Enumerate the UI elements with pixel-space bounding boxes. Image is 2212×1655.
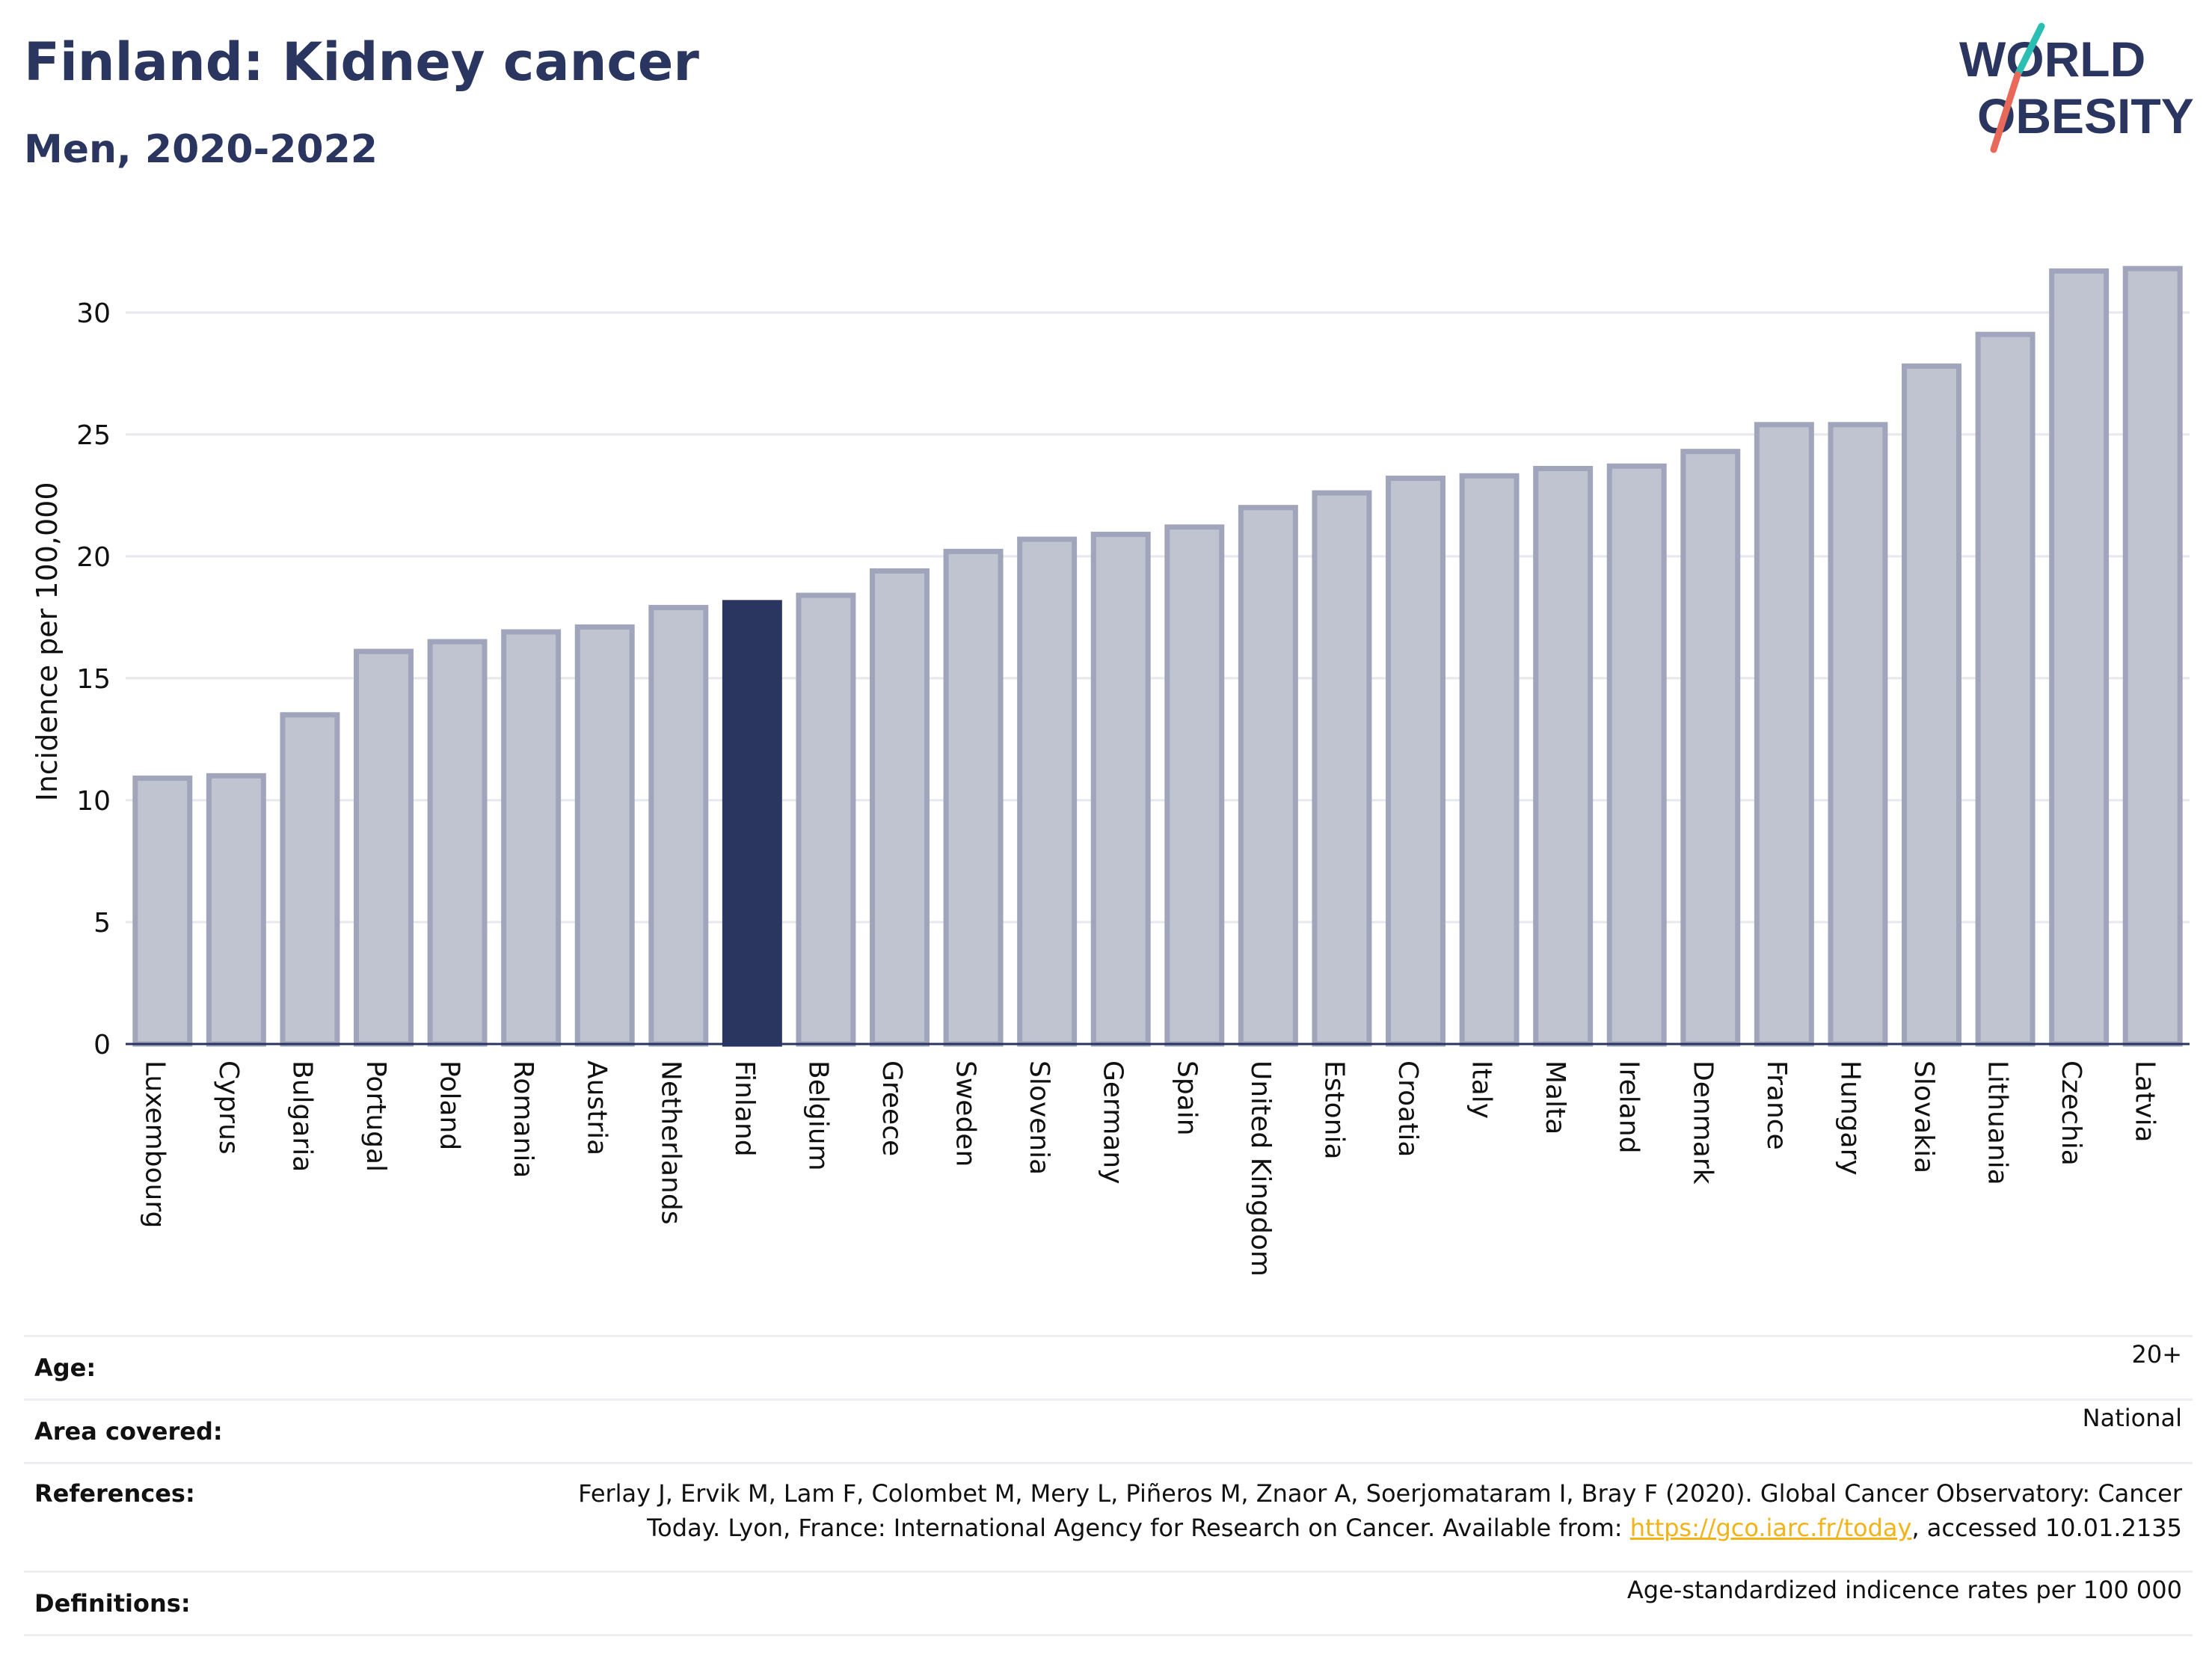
area-label: Area covered: bbox=[34, 1417, 223, 1446]
meta-row-references: References: Ferlay J, Ervik M, Lam F, Co… bbox=[24, 1463, 2193, 1572]
logo-slash-bottom bbox=[1990, 71, 2021, 153]
x-tick-label: United Kingdom bbox=[1245, 1060, 1276, 1277]
x-tick-label: Luxembourg bbox=[139, 1060, 170, 1228]
x-tick-label: Lithuania bbox=[1982, 1060, 2013, 1185]
references-value: Ferlay J, Ervik M, Lam F, Colombet M, Me… bbox=[494, 1464, 2193, 1572]
bar-latvia bbox=[2122, 265, 2183, 1047]
x-tick-labels: Luxembourg Cyprus Bulgaria Portugal Poland Ro… bbox=[139, 1060, 2160, 1277]
world-obesity-logo: WORLD OBESITY bbox=[1959, 22, 2194, 153]
x-tick-label: Spain bbox=[1171, 1060, 1202, 1136]
references-link[interactable]: https://gco.iarc.fr/today bbox=[1629, 1514, 1912, 1542]
y-tick-label: 20 bbox=[76, 542, 111, 573]
y-axis-label: Incidence per 100,000 bbox=[31, 482, 64, 801]
metadata-table: Age: 20+ Area covered: National Referenc… bbox=[24, 1335, 2193, 1636]
meta-row-age: Age: 20+ bbox=[24, 1336, 2193, 1400]
bar-cyprus bbox=[206, 773, 266, 1047]
y-tick-labels: 0 5 10 15 20 25 30 bbox=[76, 298, 111, 1060]
bar-denmark bbox=[1680, 449, 1741, 1047]
x-tick-label: Denmark bbox=[1687, 1060, 1718, 1185]
references-line2: Today. Lyon, France: International Agenc… bbox=[647, 1514, 1630, 1542]
x-tick-label: Slovakia bbox=[1908, 1060, 1939, 1173]
y-tick-label: 15 bbox=[76, 664, 111, 695]
x-tick-label: Slovenia bbox=[1024, 1060, 1054, 1175]
x-tick-label: Belgium bbox=[802, 1060, 833, 1171]
bars bbox=[132, 265, 2183, 1047]
bar-poland bbox=[427, 639, 488, 1047]
y-tick-label: 0 bbox=[93, 1030, 111, 1060]
logo-slash-top bbox=[2014, 22, 2045, 79]
x-tick-label: Czechia bbox=[2056, 1060, 2086, 1166]
x-tick-label: Greece bbox=[876, 1060, 907, 1156]
y-tick-label: 30 bbox=[76, 298, 111, 329]
bar-chart: 0 5 10 15 20 25 30 Luxembourg Cyprus Bulgaria Por… bbox=[31, 265, 2190, 1277]
x-tick-label: Bulgaria bbox=[286, 1060, 317, 1172]
bar-spain bbox=[1164, 524, 1225, 1047]
x-tick-label: Italy bbox=[1466, 1060, 1497, 1119]
bar-czechia bbox=[2049, 268, 2110, 1047]
x-tick-label: Finland bbox=[729, 1060, 760, 1157]
x-tick-label: Austria bbox=[582, 1060, 612, 1155]
age-label: Age: bbox=[34, 1354, 96, 1382]
x-tick-label: France bbox=[1761, 1060, 1792, 1150]
x-tick-label: Sweden bbox=[950, 1060, 981, 1167]
x-tick-label: Croatia bbox=[1392, 1060, 1423, 1157]
bar-bulgaria bbox=[280, 712, 340, 1047]
bar-italy bbox=[1459, 473, 1520, 1047]
x-tick-label: Netherlands bbox=[655, 1060, 686, 1224]
x-tick-label: Romania bbox=[508, 1060, 538, 1178]
bar-romania bbox=[501, 629, 562, 1047]
bar-greece bbox=[870, 568, 930, 1047]
bar-finland bbox=[722, 600, 782, 1047]
references-label: References: bbox=[34, 1479, 195, 1508]
x-tick-label: Germany bbox=[1098, 1060, 1128, 1184]
meta-row-area: Area covered: National bbox=[24, 1399, 2193, 1464]
x-tick-label: Hungary bbox=[1834, 1060, 1865, 1176]
x-tick-label: Portugal bbox=[360, 1060, 391, 1172]
x-tick-label: Latvia bbox=[2130, 1060, 2160, 1143]
bar-croatia bbox=[1386, 476, 1446, 1047]
y-tick-label: 5 bbox=[93, 908, 111, 939]
x-tick-label: Malta bbox=[1540, 1060, 1570, 1134]
meta-row-definitions: Definitions: Age-standardized indicence … bbox=[24, 1571, 2193, 1636]
bar-estonia bbox=[1312, 490, 1372, 1047]
bar-portugal bbox=[354, 648, 414, 1047]
chart-title: Finland: Kidney cancer bbox=[24, 31, 699, 93]
bar-ireland bbox=[1606, 463, 1667, 1047]
definitions-label: Definitions: bbox=[34, 1589, 191, 1618]
bar-germany bbox=[1090, 532, 1151, 1047]
x-tick-label: Estonia bbox=[1318, 1060, 1349, 1160]
age-value: 20+ bbox=[2131, 1340, 2182, 1369]
bar-malta bbox=[1533, 465, 1594, 1047]
definitions-value: Age-standardized indicence rates per 100… bbox=[1626, 1576, 2182, 1604]
references-line1: Ferlay J, Ervik M, Lam F, Colombet M, Me… bbox=[578, 1479, 2182, 1508]
bar-austria bbox=[574, 624, 635, 1047]
bar-netherlands bbox=[648, 604, 709, 1047]
bar-slovakia bbox=[1902, 363, 1961, 1047]
x-tick-label: Ireland bbox=[1614, 1060, 1644, 1154]
references-line2-end: , accessed 10.01.2135 bbox=[1911, 1514, 2182, 1542]
logo-line1: WORLD bbox=[1959, 31, 2145, 87]
x-tick-label: Cyprus bbox=[213, 1060, 244, 1155]
y-tick-label: 25 bbox=[76, 420, 111, 451]
bar-france bbox=[1754, 422, 1814, 1047]
area-value: National bbox=[2082, 1404, 2182, 1432]
bar-united-kingdom bbox=[1238, 505, 1298, 1047]
chart-subtitle: Men, 2020-2022 bbox=[24, 127, 378, 172]
x-tick-label: Poland bbox=[434, 1060, 465, 1150]
bar-lithuania bbox=[1975, 331, 2036, 1047]
bar-slovenia bbox=[1017, 536, 1078, 1047]
bar-luxembourg bbox=[132, 776, 193, 1047]
y-tick-label: 10 bbox=[76, 786, 111, 817]
bar-belgium bbox=[796, 592, 856, 1047]
bar-hungary bbox=[1828, 422, 1888, 1047]
bar-sweden bbox=[943, 548, 1004, 1047]
